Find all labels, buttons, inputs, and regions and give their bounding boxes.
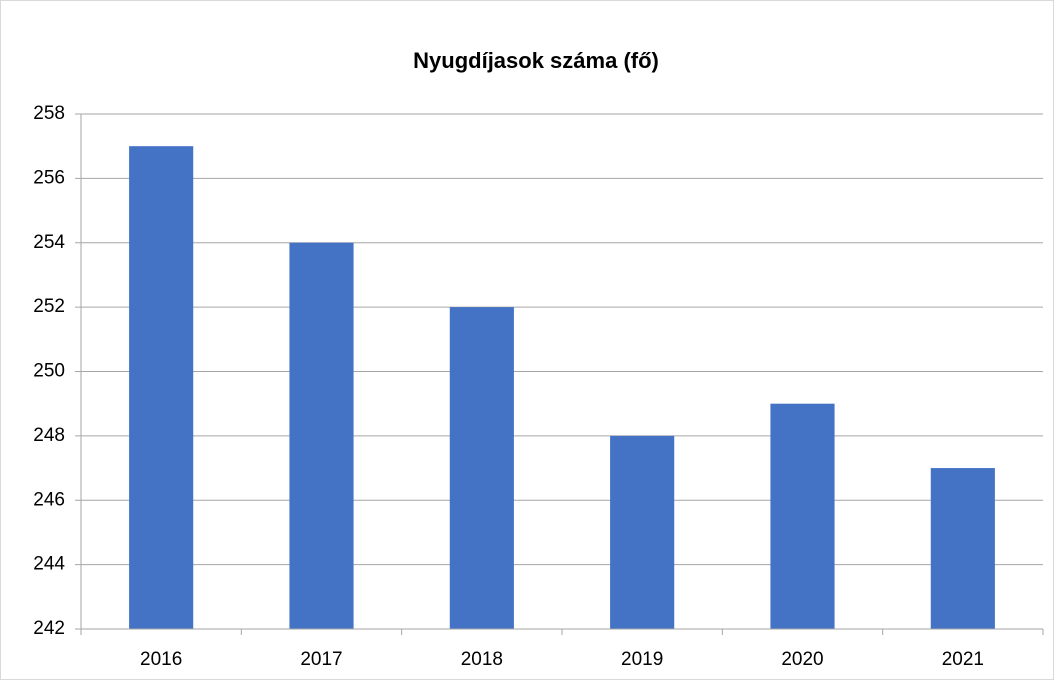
x-tick-label: 2019 [621, 649, 663, 670]
bar [129, 146, 194, 629]
y-tick-label: 256 [33, 167, 65, 188]
y-tick-label: 246 [33, 489, 65, 510]
y-tick-label: 244 [33, 554, 65, 575]
x-tick-label: 2016 [140, 649, 182, 670]
y-tick-label: 250 [33, 361, 65, 382]
x-tick-label: 2020 [781, 649, 823, 670]
y-tick-label: 254 [33, 232, 65, 253]
bar [770, 403, 835, 629]
chart-title: Nyugdíjasok száma (fő) [413, 48, 659, 73]
y-tick-label: 248 [33, 425, 65, 446]
y-tick-label: 252 [33, 296, 65, 317]
bar [449, 307, 514, 629]
bar [289, 242, 354, 629]
x-tick-label: 2017 [300, 649, 342, 670]
bar [930, 468, 995, 629]
x-tick-label: 2018 [461, 649, 503, 670]
y-tick-label: 258 [33, 103, 65, 124]
bar [610, 435, 675, 629]
x-tick-label: 2021 [942, 649, 984, 670]
y-tick-label: 242 [33, 618, 65, 639]
